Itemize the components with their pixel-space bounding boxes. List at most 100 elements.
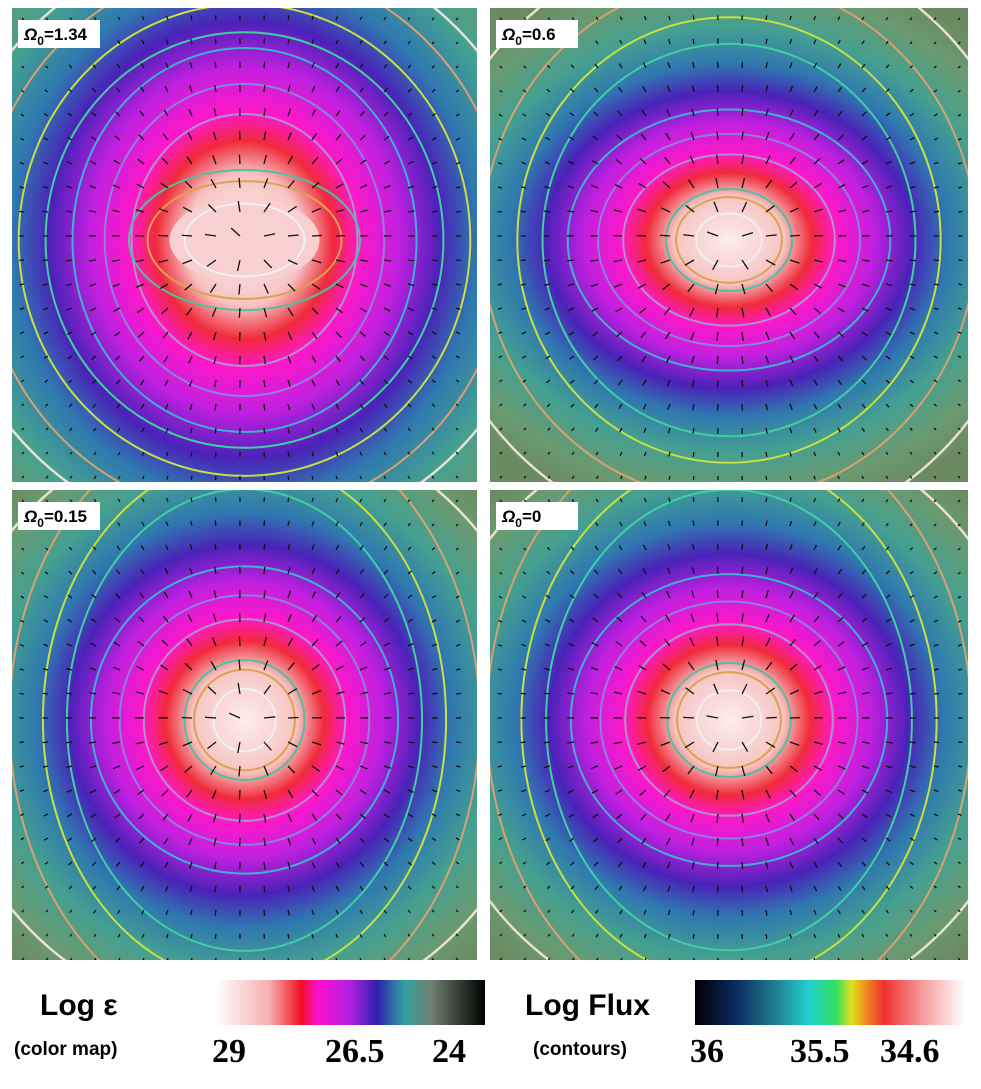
flux-arrow xyxy=(407,885,412,890)
flux-arrow xyxy=(741,259,749,270)
flux-arrow xyxy=(521,307,527,311)
flux-arrow xyxy=(861,111,867,117)
flux-arrow xyxy=(591,789,599,794)
flux-arrow xyxy=(642,379,647,386)
flux-arrow xyxy=(683,234,695,237)
flux-arrow xyxy=(66,667,73,671)
flux-arrow xyxy=(643,451,647,457)
flux-arrow xyxy=(113,159,121,165)
flux-arrow xyxy=(407,667,415,671)
flux-arrow xyxy=(287,331,293,341)
flux-arrow xyxy=(311,234,322,237)
flux-arrow xyxy=(498,619,503,623)
flux-arrow xyxy=(287,234,299,237)
flux-arrow xyxy=(497,186,503,189)
flux-arrow xyxy=(885,17,889,21)
flux-arrow xyxy=(455,643,461,647)
omega: Ω xyxy=(501,507,515,526)
flux-arrow xyxy=(359,498,363,503)
colorbar-tick-label: 26.5 xyxy=(325,1033,385,1070)
flux-arrow xyxy=(287,520,290,527)
flux-arrow xyxy=(89,765,97,769)
flux-arrow xyxy=(613,741,623,745)
flux-arrow xyxy=(287,379,291,387)
flux-contour xyxy=(665,188,793,292)
flux-arrow xyxy=(92,546,97,551)
flux-arrow xyxy=(638,664,647,671)
flux-arrow xyxy=(861,933,865,938)
flux-arrow xyxy=(164,861,169,869)
flux-arrow xyxy=(957,475,961,479)
flux-arrow xyxy=(547,499,551,503)
flux-arrow xyxy=(692,497,695,503)
flux-arrow xyxy=(594,63,599,69)
flux-arrow xyxy=(237,200,241,213)
flux-arrow xyxy=(263,613,267,623)
flux-arrow xyxy=(43,643,49,647)
flux-arrow xyxy=(861,160,869,165)
flux-arrow xyxy=(65,741,73,744)
flux-arrow xyxy=(690,813,695,823)
flux-arrow xyxy=(861,259,870,262)
flux-arrow xyxy=(789,861,794,869)
flux-arrow xyxy=(885,40,889,45)
flux-arrow xyxy=(885,64,890,69)
flux-arrow xyxy=(595,909,599,914)
flux-arrow xyxy=(211,307,217,318)
flux-arrow xyxy=(237,682,241,695)
flux-arrow xyxy=(383,87,389,93)
flux-arrow xyxy=(383,569,389,575)
flux-arrow xyxy=(520,668,527,671)
label-box xyxy=(496,502,578,530)
flux-arrow xyxy=(713,683,719,695)
flux-arrow xyxy=(813,259,823,263)
flux-contour xyxy=(89,565,400,875)
flux-arrow xyxy=(885,88,890,93)
flux-arrow xyxy=(660,689,671,695)
flux-arrow xyxy=(837,427,841,433)
flux-arrow xyxy=(861,355,868,361)
flux-arrow xyxy=(19,186,25,189)
flux-arrow xyxy=(885,957,889,960)
flux-arrow xyxy=(861,691,870,695)
flux-arrow xyxy=(359,741,369,745)
flux-arrow xyxy=(523,475,527,479)
flux-arrow xyxy=(861,545,866,551)
flux-arrow xyxy=(933,571,938,575)
flux-arrow xyxy=(112,259,121,262)
flux-arrow xyxy=(692,61,695,69)
flux-arrow xyxy=(163,837,169,845)
flux-arrow xyxy=(214,933,217,939)
flux-arrow xyxy=(592,135,599,141)
flux-arrow xyxy=(683,716,695,719)
flux-arrow xyxy=(547,957,551,960)
flux-arrow xyxy=(544,667,551,671)
flux-arrow xyxy=(595,16,599,21)
flux-arrow xyxy=(765,427,768,434)
flux-arrow xyxy=(161,639,169,647)
flux-arrow xyxy=(789,638,797,647)
flux-arrow xyxy=(263,813,267,823)
flux-arrow xyxy=(497,162,503,165)
flux-arrow xyxy=(287,283,296,292)
flux-arrow xyxy=(164,85,169,93)
flux-arrow xyxy=(20,113,25,117)
flux-arrow xyxy=(637,741,647,745)
flux-arrow xyxy=(455,65,459,69)
flux-arrow xyxy=(547,933,551,937)
flux-arrow xyxy=(885,475,889,479)
flux-arrow xyxy=(644,957,647,960)
flux-arrow xyxy=(933,451,937,455)
flux-arrow xyxy=(186,638,193,647)
flux-arrow xyxy=(498,331,503,335)
flux-arrow xyxy=(287,662,295,671)
flux-arrow xyxy=(214,497,217,503)
flux-arrow xyxy=(311,933,314,939)
flux-arrow xyxy=(640,615,647,623)
flux-contour xyxy=(695,212,763,268)
flux-arrow xyxy=(161,307,169,315)
flux-arrow xyxy=(166,957,169,960)
flux-arrow xyxy=(19,283,25,286)
flux-arrow xyxy=(66,161,73,165)
flux-arrow xyxy=(359,765,368,770)
